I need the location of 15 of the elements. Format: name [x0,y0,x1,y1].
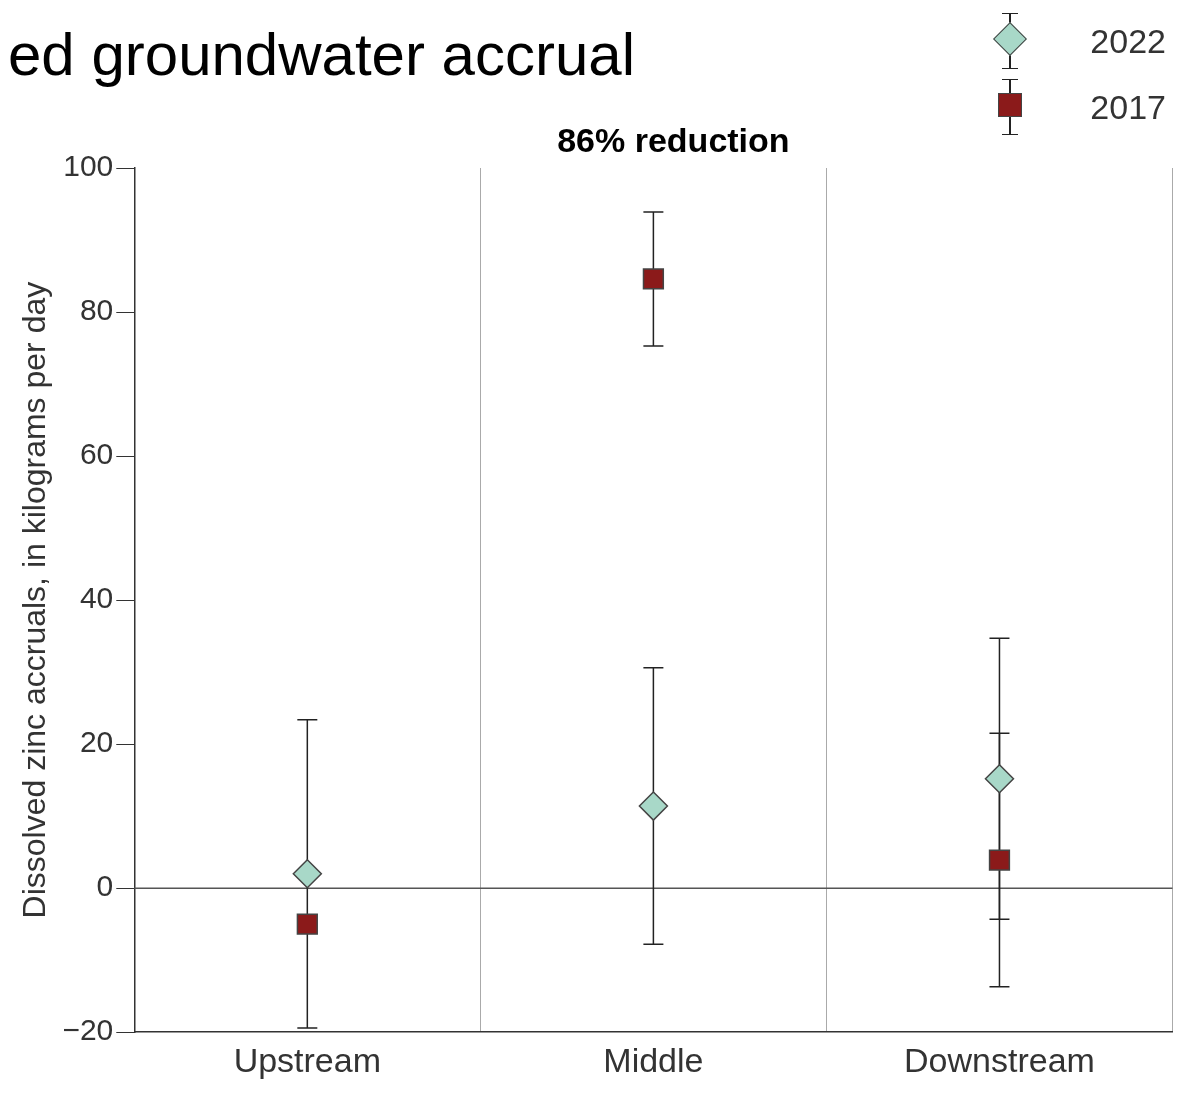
legend-label: 2017 [1090,87,1166,127]
y-tick-label: 20 [79,725,114,759]
y-axis-title: Dissolved zinc accruals, in kilograms per day [16,281,53,919]
y-tick-label: 80 [79,293,114,327]
legend-label: 2022 [1090,21,1166,61]
text: 86% reduction [557,121,790,160]
x-tick-label: Upstream [233,1040,382,1079]
y-tick-label: 0 [96,869,114,903]
y-tick-label: −20 [62,1013,114,1047]
y-tick-label: 60 [79,437,114,471]
y-tick-label: 40 [79,581,114,615]
chart-title: ed groundwater accrual [8,20,636,89]
x-tick-label: Middle [603,1040,704,1079]
y-tick-label: 100 [63,149,114,183]
x-tick-label: Downstream [904,1040,1095,1079]
